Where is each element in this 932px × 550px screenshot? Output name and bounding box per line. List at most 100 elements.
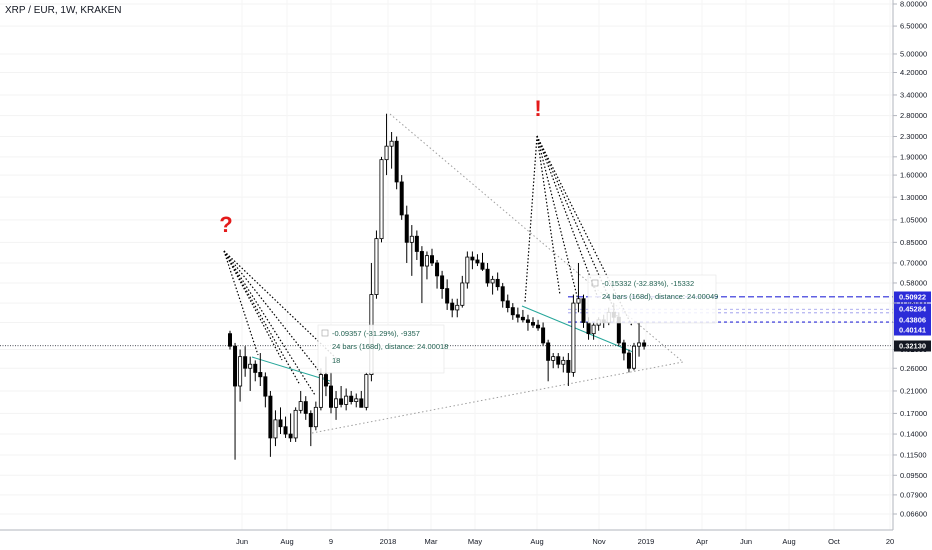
candle-body [384,145,389,161]
candle-body [409,235,414,243]
candle-body [318,374,323,408]
candle-body [429,255,434,264]
y-tick-label: 0.48000 [900,299,927,308]
teal-trend-left [251,356,331,382]
candle-body [238,356,243,387]
triangle-lower-line [311,361,684,434]
price-tag-label: 0.45284 [899,305,927,314]
candle-body [273,419,278,439]
y-tick-label: 0.58000 [900,279,927,288]
candle-body [394,140,399,183]
fan-line-right [536,135,633,327]
candle-body [495,278,500,288]
candle-body [308,413,313,428]
candle-body [586,322,591,335]
candle-body [328,385,333,408]
measure-extra: 18 [332,356,340,365]
candle-body [556,356,561,365]
y-tick-label: 0.21000 [900,387,927,396]
candle-body [323,374,328,387]
candle-body [243,356,248,369]
candle-body [536,324,541,329]
y-tick-label: 1.30000 [900,193,927,202]
fan-line-left [223,250,331,386]
x-tick-label: Nov [592,537,606,546]
candle-body [475,259,480,264]
candle-body [455,304,460,311]
candle-body [637,342,642,347]
candle-body [435,262,440,277]
fan-line-right [536,135,599,299]
y-tick-label: 2.30000 [900,132,927,141]
fan-line-left [223,250,283,361]
measure-box [317,324,445,374]
measure-icon [591,279,599,287]
fan-line-right [536,135,579,301]
candle-body [626,352,631,369]
candle-body [424,255,429,267]
x-tick-label: Aug [280,537,293,546]
y-tick-label: 0.85000 [900,238,927,247]
candle-body [344,395,349,405]
y-tick-label: 8.00000 [900,0,927,9]
price-tag-label: 0.50922 [899,293,926,302]
y-tick-label: 3.40000 [900,91,927,100]
teal-trend-right [521,305,634,353]
annotation-marks: ?! [219,96,541,237]
price-tag-label: 0.32130 [899,342,926,351]
candle-body [298,401,303,411]
candle-body [268,395,273,439]
candle-body [632,345,637,369]
y-tick-label: 2.80000 [900,111,927,120]
candle-body [505,300,510,309]
measure-change: -0.09357 (-31.29%), -9357 [332,329,420,338]
candle-body [227,333,232,347]
candle-body [591,324,596,335]
candle-body [283,426,288,435]
candle-body [541,327,546,344]
annotation-mark: ? [219,212,232,237]
fan-line-left [223,250,259,356]
grid [0,3,893,515]
candle-body [470,256,475,261]
chart-title: XRP / EUR, 1W, KRAKEN [5,5,122,16]
measure-box [587,274,717,324]
candle-body [465,256,470,284]
candle-body [379,159,384,240]
candle-body [389,140,394,147]
measure-icon [321,329,329,337]
candle-body [621,342,626,354]
y-tick-label: 0.06600 [900,510,927,519]
x-tick-label: Aug [782,537,795,546]
candle-body [460,282,465,306]
measure-bars: 24 bars (168d), distance: 24.00018 [332,342,448,351]
y-tick-label: 0.17000 [900,409,927,418]
y-tick-label: 1.05000 [900,215,927,224]
candle-body [576,298,581,304]
price-tag [894,340,931,352]
candle-body [440,275,445,290]
y-tick-label: 0.07900 [900,490,927,499]
candle-body [313,406,318,428]
price-tag-label: 0.43806 [899,316,926,325]
y-tick-label: 0.11500 [900,451,927,460]
candle-body [642,342,647,347]
candle-body [334,398,339,408]
x-tick-label: Jun [236,537,248,546]
y-tick-label: 1.60000 [900,171,927,180]
y-tick-label: 0.14000 [900,430,927,439]
candle-body [303,401,308,414]
fan-line-left [223,250,301,386]
x-tick-label: 9 [329,537,333,546]
candle-body [364,374,369,408]
candle-body [581,298,586,323]
fan-line-left [223,250,316,396]
x-tick-label: 20 [886,537,894,546]
candle-body [571,302,576,373]
x-tick-label: Aug [530,537,543,546]
candle-body [445,288,450,304]
candle-body [450,302,455,311]
x-tick-label: 2019 [638,537,655,546]
